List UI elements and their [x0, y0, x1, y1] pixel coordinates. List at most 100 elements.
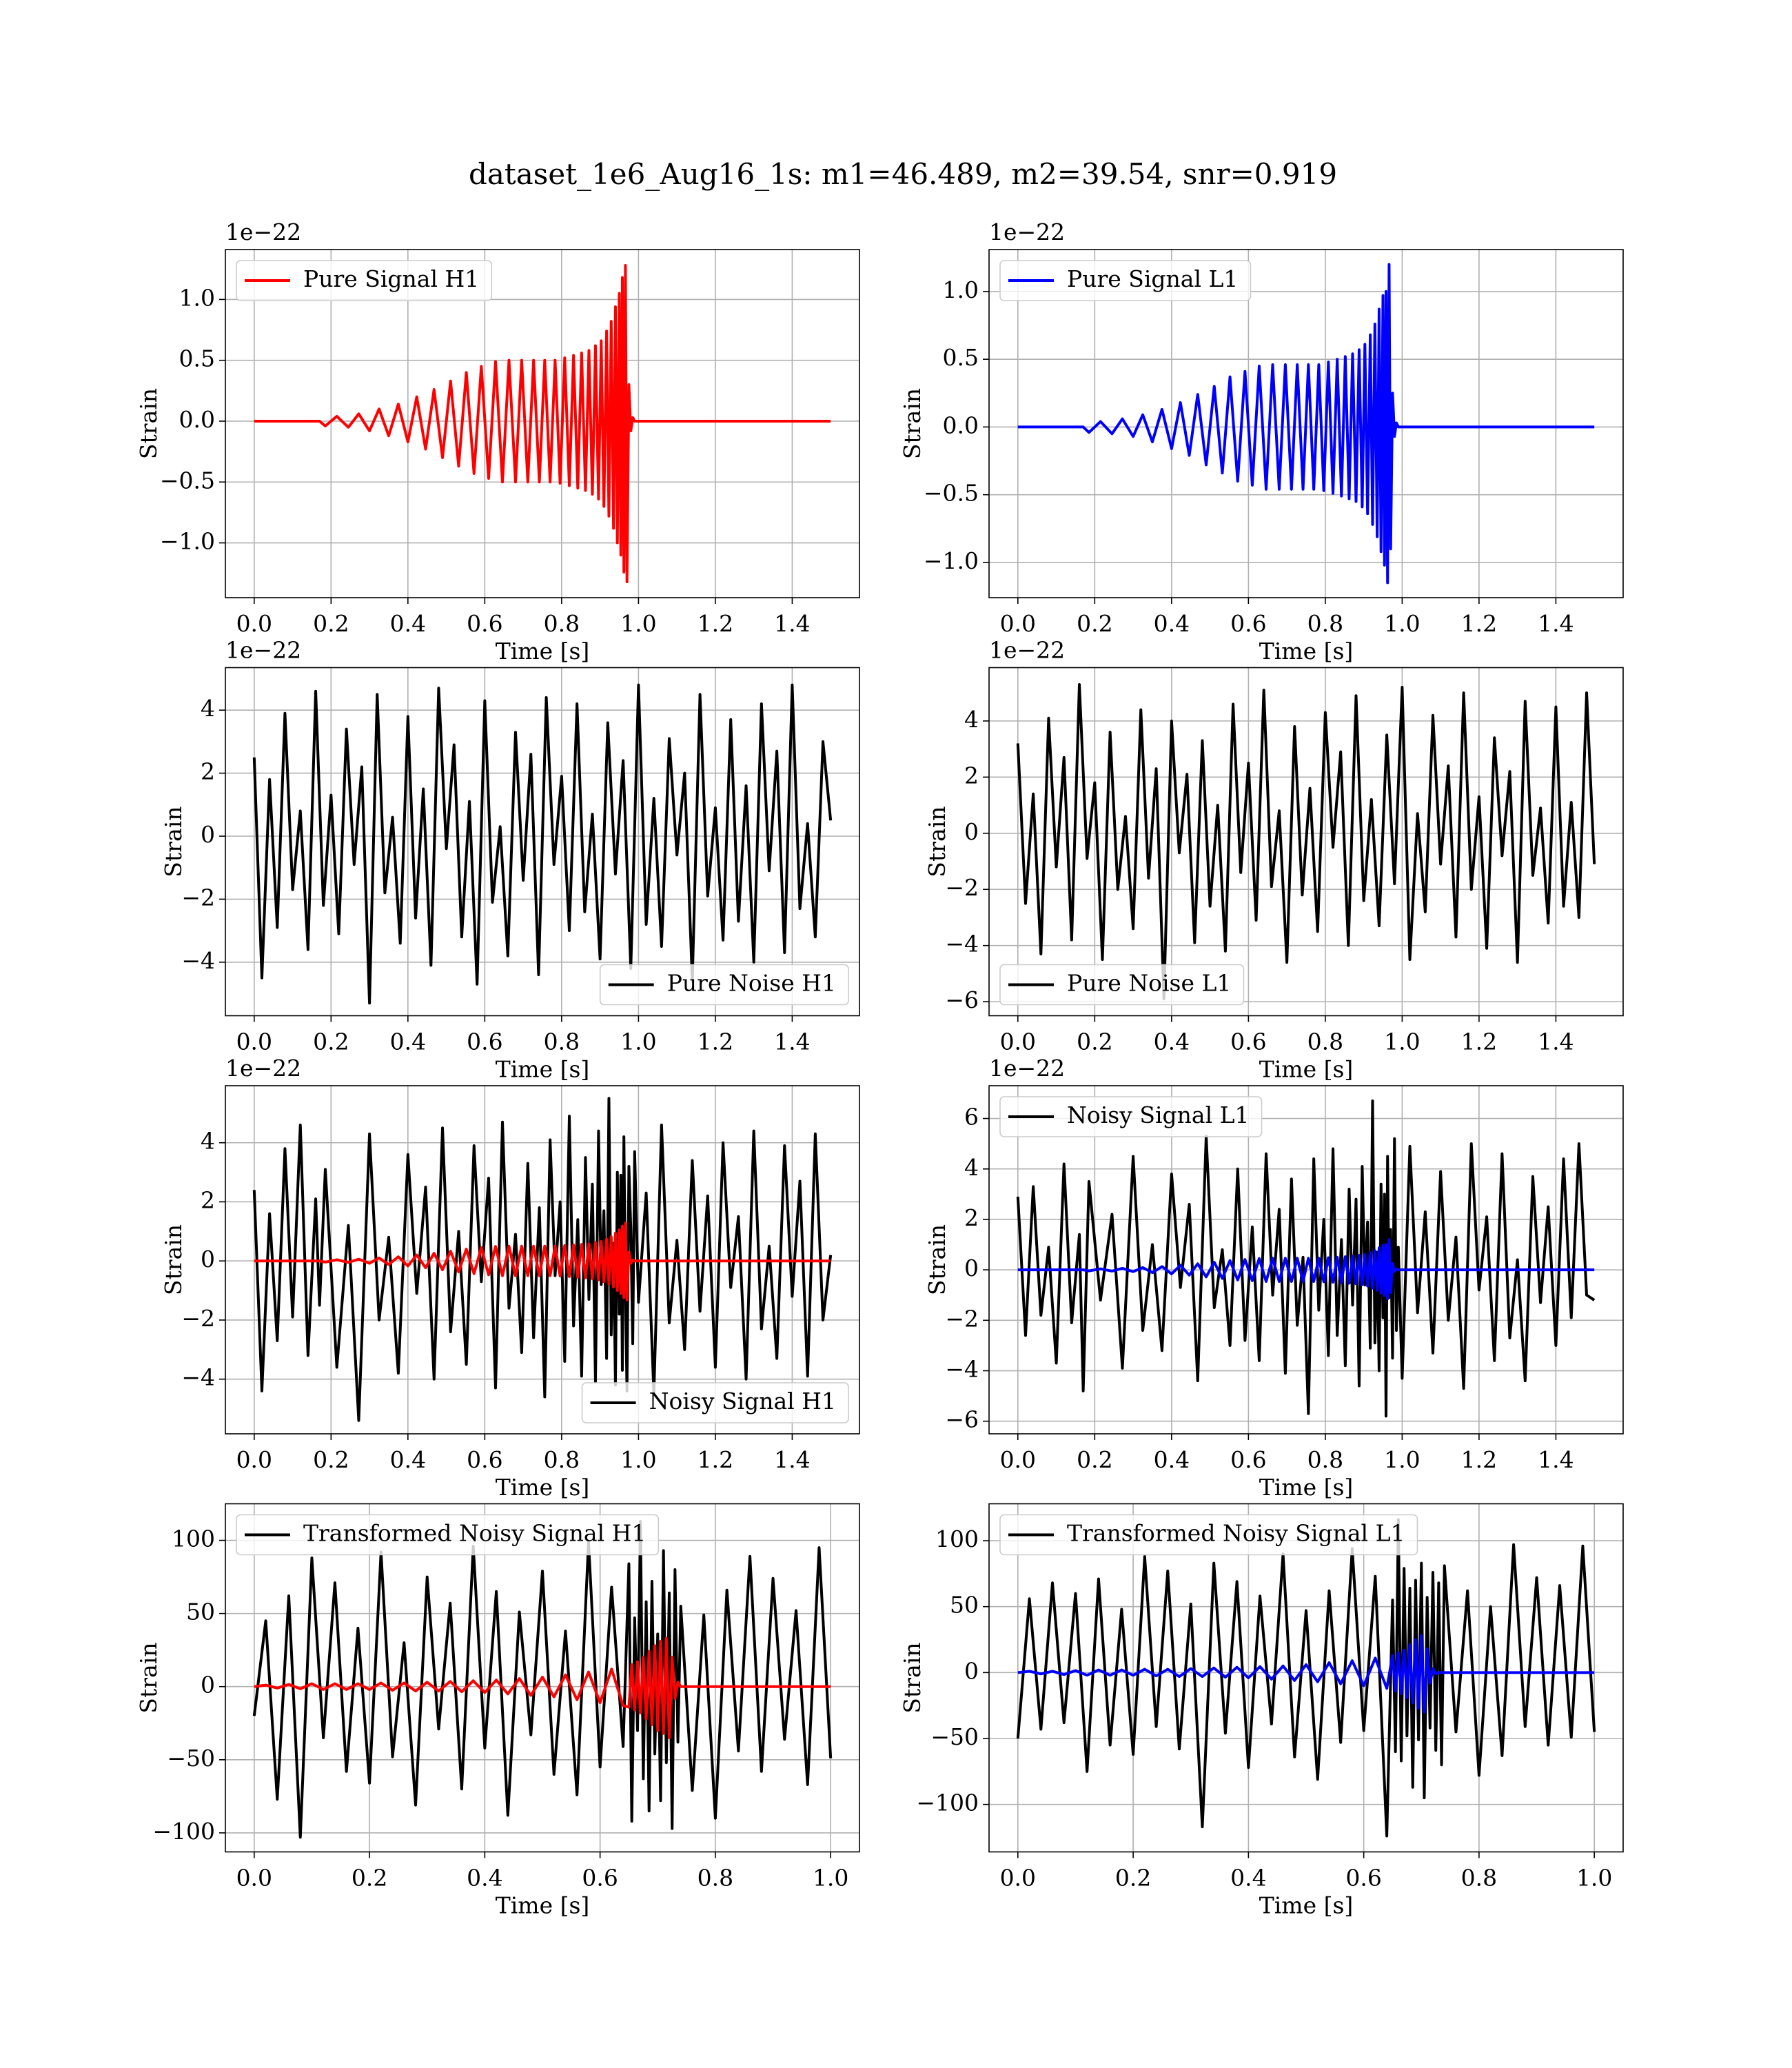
y-tick-label: −2 [181, 1305, 215, 1332]
x-tick-label: 0.2 [1077, 610, 1112, 637]
legend: Noisy Signal L1 [999, 1096, 1263, 1137]
x-tick-label: 0.6 [1345, 1865, 1381, 1892]
legend-label: Transformed Noisy Signal L1 [1067, 1520, 1405, 1547]
x-axis-label: Time [s] [1259, 1474, 1354, 1501]
y-tick-label: −100 [152, 1818, 215, 1845]
y-offset-label: 1e−22 [225, 637, 301, 664]
x-tick-label: 1.4 [774, 1446, 810, 1473]
legend: Pure Noise H1 [599, 964, 849, 1006]
x-tick-label: 1.0 [1384, 1028, 1420, 1055]
x-tick-label: 0.8 [1307, 610, 1343, 637]
x-tick-label: 0.4 [1230, 1865, 1266, 1892]
y-axis-label: Strain [899, 388, 926, 459]
y-tick-label: 4 [964, 706, 979, 733]
y-axis-label: Strain [899, 1642, 926, 1713]
x-tick-label: 0.8 [544, 1028, 580, 1055]
plot-area [252, 1097, 833, 1422]
x-tick-label: 1.2 [698, 1446, 733, 1473]
axes-frame [225, 1085, 860, 1435]
legend-box [999, 1096, 1263, 1137]
x-tick-label: 0.6 [1230, 1028, 1266, 1055]
x-tick-label: 0.2 [313, 1028, 349, 1055]
x-tick-label: 1.4 [774, 1028, 810, 1055]
axes-frame [988, 1085, 1624, 1435]
legend-label: Noisy Signal H1 [649, 1388, 836, 1415]
y-tick-label: −2 [945, 1305, 979, 1332]
plot-area [252, 683, 833, 1005]
x-axis-label: Time [s] [496, 638, 590, 665]
x-tick-label: 0.0 [236, 1446, 272, 1473]
plot-area [1016, 1099, 1596, 1418]
y-offset-label: 1e−22 [989, 1055, 1065, 1082]
legend-box [599, 964, 849, 1006]
x-tick-label: 0.2 [1077, 1028, 1112, 1055]
subplot: 0.0 0.2 0.4 0.6 0.8 1.0 1.2 1.4 −4 −2 0 2 4 Time [s] S… [160, 1055, 860, 1501]
axes-frame [225, 249, 860, 598]
x-tick-label: 1.0 [620, 610, 656, 637]
y-offset-label: 1e−22 [989, 219, 1065, 245]
x-tick-label: 0.8 [544, 1446, 580, 1473]
x-axis-label: Time [s] [496, 1056, 590, 1083]
y-tick-label: 2 [964, 1204, 979, 1231]
data-line [254, 263, 831, 584]
data-line [1017, 1634, 1595, 1714]
axes-frame [988, 1503, 1624, 1853]
legend-label: Pure Noise L1 [1067, 970, 1231, 997]
x-tick-label: 0.4 [390, 1446, 426, 1473]
x-tick-label: 1.2 [1461, 1028, 1497, 1055]
y-offset-label: 1e−22 [989, 637, 1065, 664]
legend: Transformed Noisy Signal H1 [236, 1514, 660, 1556]
plot-area [252, 1519, 833, 1839]
x-tick-label: 0.4 [1154, 1028, 1190, 1055]
legend-label: Pure Signal H1 [303, 265, 479, 292]
y-offset-label: 1e−22 [225, 1055, 301, 1082]
y-tick-label: −0.5 [160, 467, 215, 494]
x-tick-label: 0.6 [1230, 610, 1266, 637]
plot-area [1016, 682, 1596, 1001]
x-tick-label: 1.2 [1461, 1446, 1497, 1473]
plot-area [1016, 1518, 1596, 1838]
y-tick-label: 4 [964, 1154, 979, 1181]
y-tick-label: −2 [181, 884, 215, 911]
y-tick-label: 6 [964, 1104, 979, 1131]
y-tick-label: 0.0 [943, 412, 979, 438]
x-tick-label: 1.4 [1538, 1446, 1574, 1473]
y-axis-label: Strain [160, 1224, 187, 1295]
y-axis-label: Strain [135, 388, 162, 459]
x-tick-label: 1.2 [1461, 610, 1497, 637]
legend-box [999, 260, 1252, 301]
y-axis-label: Strain [160, 806, 187, 877]
y-tick-label: −2 [945, 874, 979, 901]
y-tick-label: 0 [964, 818, 979, 845]
x-tick-label: 1.2 [698, 610, 733, 637]
y-tick-label: 0.5 [179, 345, 215, 372]
x-tick-label: 0.8 [1307, 1028, 1343, 1055]
axes-frame [988, 667, 1624, 1017]
x-tick-label: 0.0 [236, 1865, 272, 1892]
y-tick-label: 0 [201, 1672, 215, 1699]
y-tick-label: 50 [186, 1599, 215, 1625]
legend-box [236, 1514, 660, 1556]
y-tick-label: −1.0 [924, 547, 979, 574]
y-tick-label: 2 [964, 762, 979, 789]
plot-area [254, 263, 831, 584]
y-tick-label: 0 [201, 821, 215, 848]
subplot: 0.0 0.2 0.4 0.6 0.8 1.0 1.2 1.4 −6 −4 −2 0 2 4 Time [s… [924, 637, 1624, 1083]
y-tick-label: −4 [181, 1364, 215, 1391]
y-tick-label: 0.5 [943, 344, 979, 371]
x-tick-label: 0.0 [1000, 1865, 1036, 1892]
x-axis-label: Time [s] [1259, 1892, 1354, 1919]
y-tick-label: −4 [945, 1356, 979, 1383]
x-tick-label: 1.0 [1384, 610, 1420, 637]
y-tick-label: −6 [945, 986, 979, 1013]
legend-box [999, 964, 1245, 1006]
legend-box [581, 1382, 849, 1423]
y-tick-label: −50 [167, 1745, 215, 1772]
x-tick-label: 0.6 [467, 1446, 502, 1473]
y-tick-label: 0 [201, 1246, 215, 1273]
legend: Noisy Signal H1 [581, 1382, 849, 1423]
y-tick-label: −50 [930, 1723, 979, 1750]
x-tick-label: 1.2 [698, 1028, 733, 1055]
axes-frame [225, 667, 860, 1017]
y-offset-label: 1e−22 [225, 219, 301, 245]
